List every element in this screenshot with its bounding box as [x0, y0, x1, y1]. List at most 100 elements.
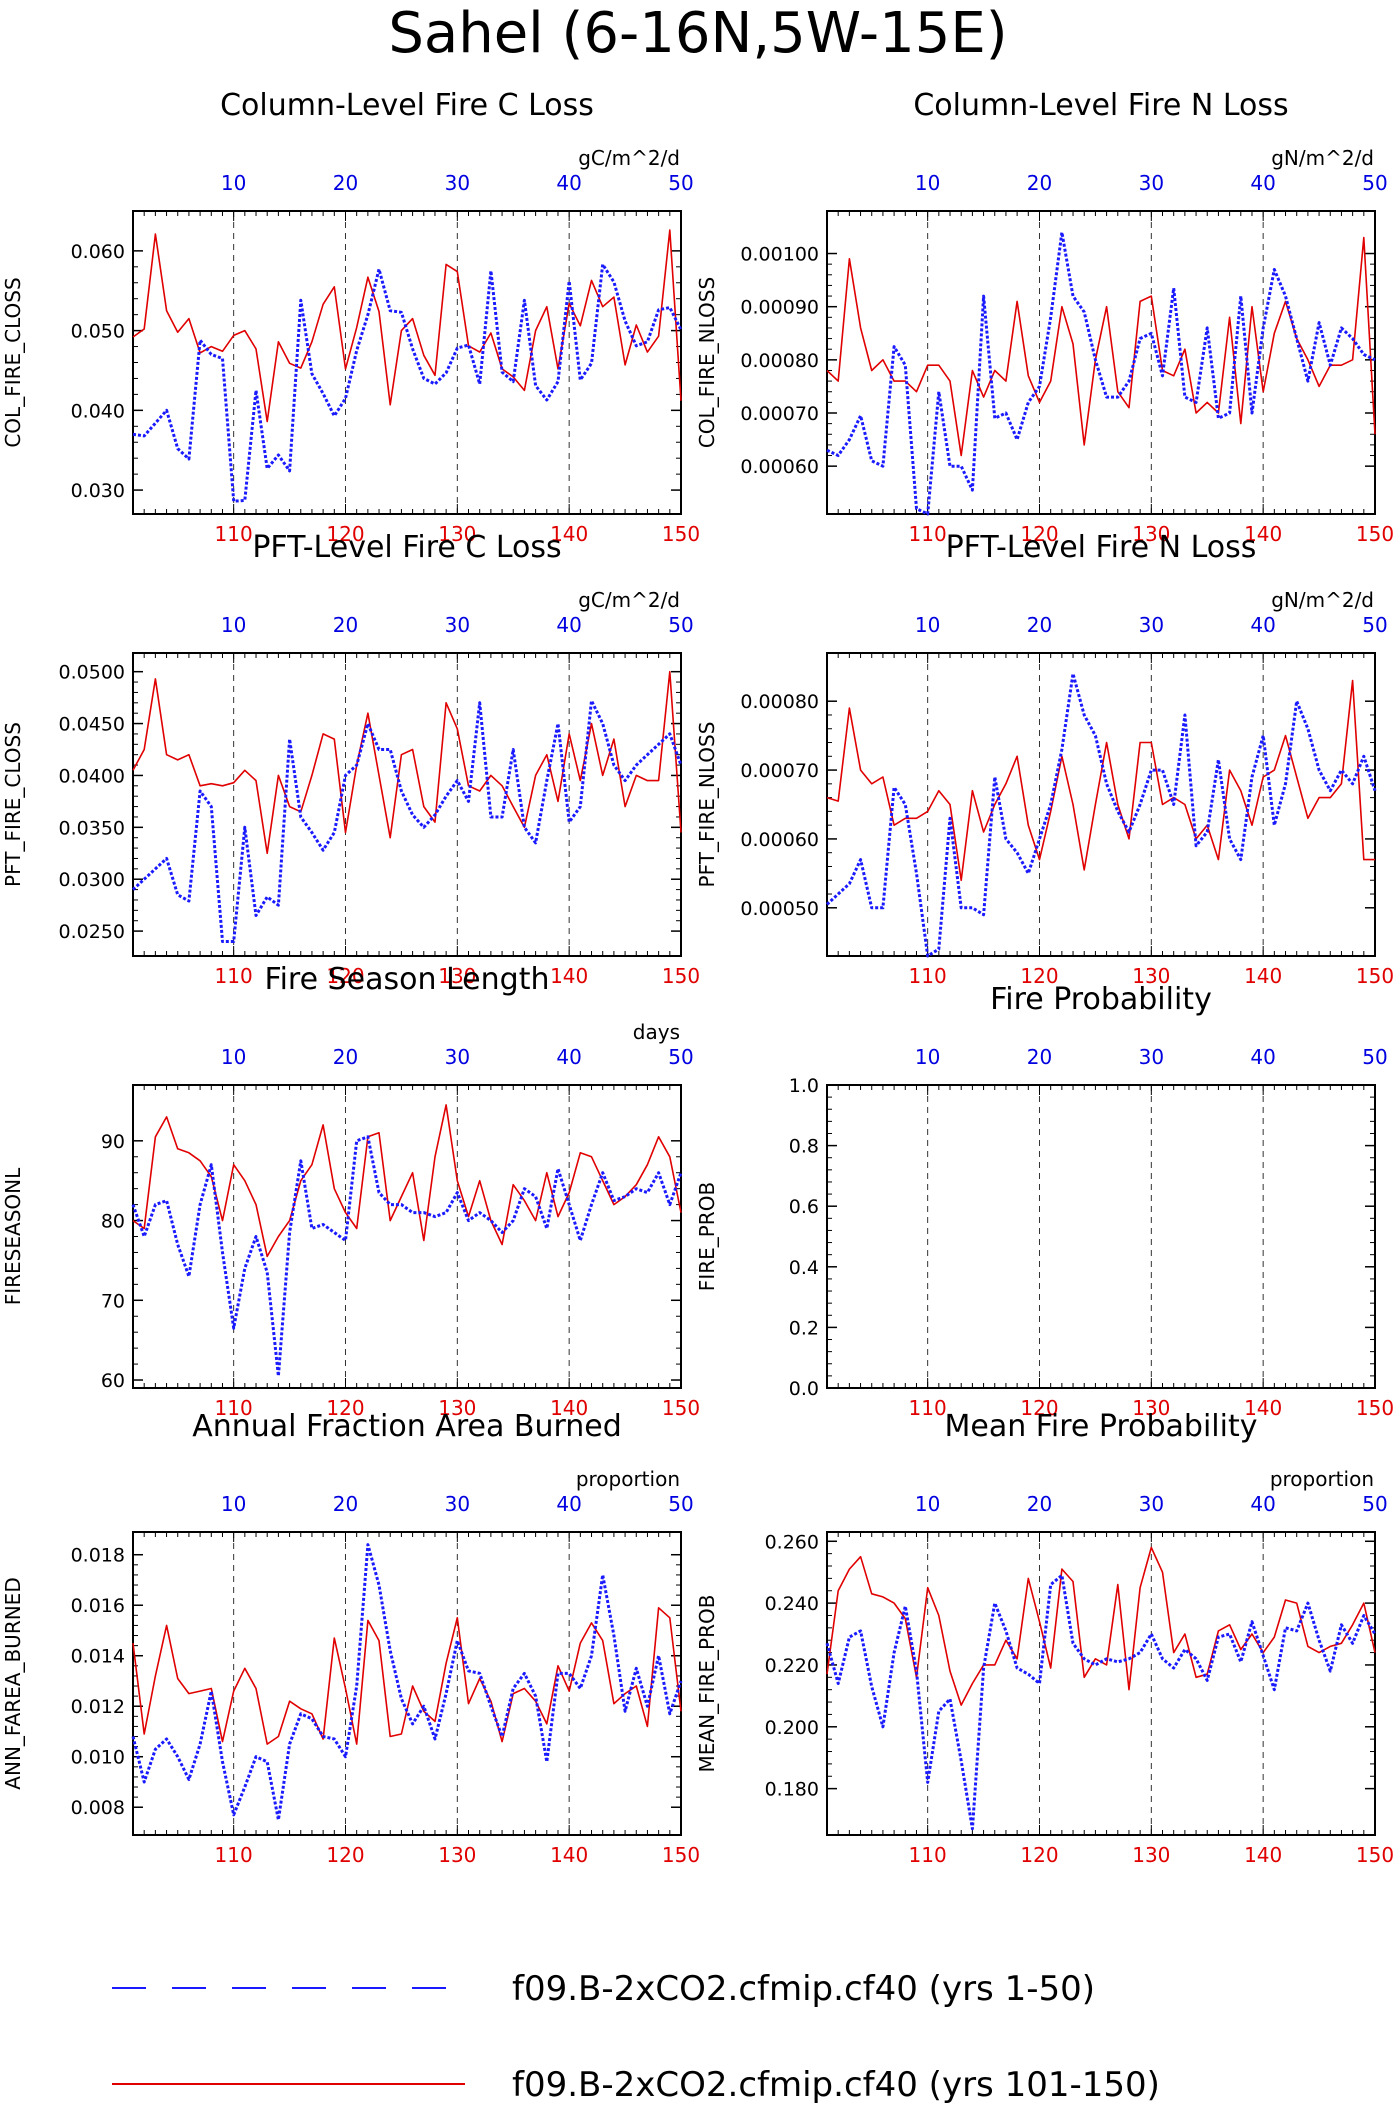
x-top-tick-label: 50	[668, 1045, 693, 1069]
y-tick-label: 0.00060	[740, 829, 819, 851]
y-tick-label: 0.00070	[740, 760, 819, 782]
plot-frame	[132, 210, 682, 515]
plot-frame	[826, 1084, 1376, 1389]
units-label: gN/m^2/d	[1271, 588, 1374, 612]
x-top-tick-label: 20	[1027, 1045, 1052, 1069]
x-bottom-tick-label: 150	[662, 1396, 700, 1420]
x-top-tick-label: 30	[1139, 613, 1164, 637]
y-tick-label: 0.00100	[740, 244, 819, 266]
units-label: gC/m^2/d	[578, 588, 680, 612]
series-line-yrs-101-150	[132, 1104, 682, 1258]
x-top-tick-label: 20	[333, 613, 358, 637]
y-tick-label: 0.4	[789, 1257, 819, 1279]
y-tick-label: 90	[101, 1131, 125, 1153]
x-bottom-tick-label: 150	[1356, 1843, 1394, 1867]
y-tick-label: 1.0	[789, 1075, 819, 1097]
x-bottom-tick-label: 120	[326, 522, 364, 546]
x-bottom-tick-label: 140	[1244, 522, 1282, 546]
x-top-tick-label: 50	[668, 1492, 693, 1516]
x-top-tick-label: 40	[1250, 1045, 1275, 1069]
x-top-tick-label: 10	[915, 613, 940, 637]
y-tick-label: 0.050	[71, 321, 125, 343]
x-bottom-tick-label: 150	[1356, 964, 1394, 988]
x-top-tick-label: 30	[445, 613, 470, 637]
x-top-tick-label: 50	[1362, 1492, 1387, 1516]
panel-title: Column-Level Fire N Loss	[913, 88, 1288, 123]
x-top-tick-label: 30	[1139, 1045, 1164, 1069]
y-tick-label: 0.220	[765, 1655, 819, 1677]
x-bottom-tick-label: 110	[909, 522, 947, 546]
x-bottom-tick-label: 140	[550, 1843, 588, 1867]
panel-title: PFT-Level Fire N Loss	[946, 530, 1257, 565]
x-top-tick-label: 30	[1139, 1492, 1164, 1516]
units-label: proportion	[576, 1467, 680, 1491]
plot-frame	[132, 1084, 682, 1389]
x-top-tick-label: 10	[221, 1492, 246, 1516]
y-tick-label: 0.00050	[740, 898, 819, 920]
x-top-tick-label: 40	[556, 613, 581, 637]
units-label: gN/m^2/d	[1271, 146, 1374, 170]
chart-panel-1: 0.030 0.040 0.050 0.060 110 120 130 140 150 10 20 3…	[1, 88, 700, 546]
y-tick-label: 0.0500	[59, 662, 125, 684]
y-tick-label: 0.00080	[740, 691, 819, 713]
x-top-tick-label: 20	[1027, 171, 1052, 195]
panel-title: Annual Fraction Area Burned	[192, 1409, 622, 1444]
x-top-tick-label: 50	[668, 613, 693, 637]
x-top-tick-label: 50	[1362, 1045, 1387, 1069]
plot-frame	[826, 210, 1376, 515]
x-bottom-tick-label: 120	[1020, 522, 1058, 546]
plot-frame	[132, 652, 682, 957]
x-bottom-tick-label: 150	[1356, 1396, 1394, 1420]
y-tick-label: 0.0400	[59, 765, 125, 787]
x-bottom-tick-label: 120	[1020, 1396, 1058, 1420]
series-line-yrs-101-150	[132, 670, 682, 855]
y-tick-label: 0.00060	[740, 456, 819, 478]
x-top-tick-label: 10	[915, 1492, 940, 1516]
x-top-tick-label: 20	[333, 1492, 358, 1516]
x-bottom-tick-label: 150	[662, 1843, 700, 1867]
chart-panel-8: 0.180 0.200 0.220 0.240 0.260 110 120 130 140 150…	[695, 1409, 1394, 1867]
y-tick-label: 0.200	[765, 1717, 819, 1739]
y-axis-label: PFT_FIRE_CLOSS	[1, 722, 25, 887]
y-tick-label: 0.260	[765, 1531, 819, 1553]
y-axis-label: PFT_FIRE_NLOSS	[695, 722, 719, 888]
x-bottom-tick-label: 110	[909, 1843, 947, 1867]
plot-frame	[826, 652, 1376, 957]
x-top-tick-label: 10	[221, 1045, 246, 1069]
plot-frame	[826, 1531, 1376, 1836]
plot-frame	[132, 1531, 682, 1836]
x-top-tick-label: 30	[445, 1492, 470, 1516]
series-line-yrs-1-50	[825, 672, 1377, 958]
chart-panel-3: 0.0250 0.0300 0.0350 0.0400 0.0450 0.0500 110 1…	[1, 530, 700, 988]
series-line-yrs-1-50	[131, 1543, 683, 1822]
x-bottom-tick-label: 120	[326, 964, 364, 988]
y-tick-label: 70	[101, 1290, 125, 1312]
x-top-tick-label: 50	[1362, 613, 1387, 637]
series-line-yrs-101-150	[132, 229, 682, 423]
x-top-tick-label: 30	[445, 171, 470, 195]
series-line-yrs-1-50	[825, 1573, 1377, 1831]
x-bottom-tick-label: 130	[438, 522, 476, 546]
x-bottom-tick-label: 140	[550, 1396, 588, 1420]
x-bottom-tick-label: 110	[909, 1396, 947, 1420]
y-tick-label: 0.0450	[59, 714, 125, 736]
y-tick-label: 0.00090	[740, 297, 819, 319]
y-axis-label: FIRE_PROB	[695, 1182, 719, 1291]
y-tick-label: 0.0300	[59, 869, 125, 891]
panel-title: Mean Fire Probability	[945, 1409, 1258, 1444]
panel-title: PFT-Level Fire C Loss	[252, 530, 561, 565]
x-bottom-tick-label: 150	[1356, 522, 1394, 546]
panel-title: Column-Level Fire C Loss	[220, 88, 594, 123]
y-tick-label: 0.180	[765, 1779, 819, 1801]
chart-panel-5: 60 70 80 90 110 120 130 140 150 10 20 30 40 50 Fire Se…	[1, 962, 700, 1420]
x-bottom-tick-label: 130	[1132, 964, 1170, 988]
chart-panel-2: 0.00060 0.00070 0.00080 0.00090 0.00100 110 12…	[695, 88, 1394, 546]
x-bottom-tick-label: 120	[326, 1843, 364, 1867]
x-top-tick-label: 20	[1027, 613, 1052, 637]
x-top-tick-label: 40	[1250, 613, 1275, 637]
units-label: proportion	[1270, 1467, 1374, 1491]
panel-title: Fire Season Length	[265, 962, 550, 997]
x-top-tick-label: 20	[1027, 1492, 1052, 1516]
